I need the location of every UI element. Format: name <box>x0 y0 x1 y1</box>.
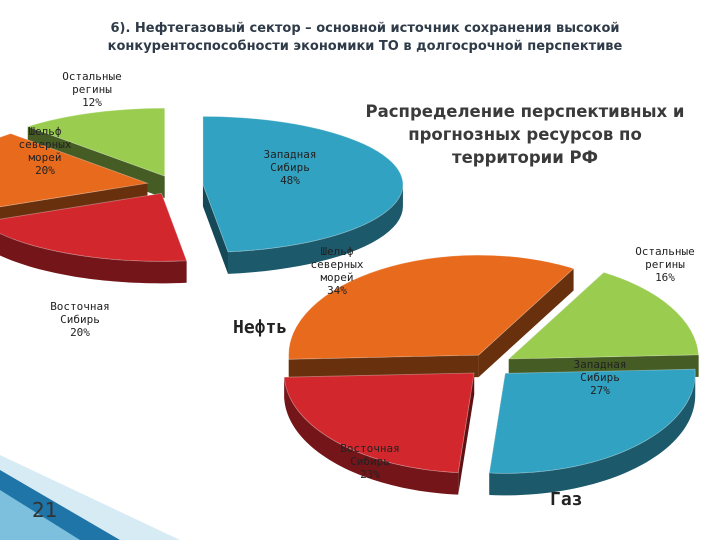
pie-chart-2: Остальные регины 16% Западная Сибирь 27% Восто… <box>283 245 700 510</box>
pie-slice <box>283 372 475 495</box>
pie-slice <box>202 116 404 274</box>
page-number: 21 <box>32 498 58 522</box>
slice-label: Шельф северных морей 34% <box>311 245 364 297</box>
pie-slice <box>288 254 575 382</box>
slice-label: Восточная Сибирь 20% <box>50 300 110 339</box>
slice-label: Восточная Сибирь 23% <box>340 442 400 481</box>
slice-label: Остальные регины 16% <box>635 245 695 284</box>
pie-chart-1: Западная Сибирь 48% Восточная Сибирь 20% Шельф… <box>0 70 404 339</box>
side-title: Распределение перспективных и прогнозных… <box>365 102 685 168</box>
chart-title: Нефть <box>233 317 287 338</box>
slide-title: 6). Нефтегазовый сектор – основной источ… <box>107 21 623 54</box>
slice-label: Шельф северных морей 20% <box>19 125 72 177</box>
slice-label: Западная Сибирь 27% <box>574 358 627 397</box>
chart-title: Газ <box>550 489 583 510</box>
slice-label: Западная Сибирь 48% <box>264 148 317 187</box>
slice-label: Остальные регины 12% <box>62 70 122 109</box>
pie-slice <box>0 192 188 284</box>
pie-slice <box>488 368 696 496</box>
